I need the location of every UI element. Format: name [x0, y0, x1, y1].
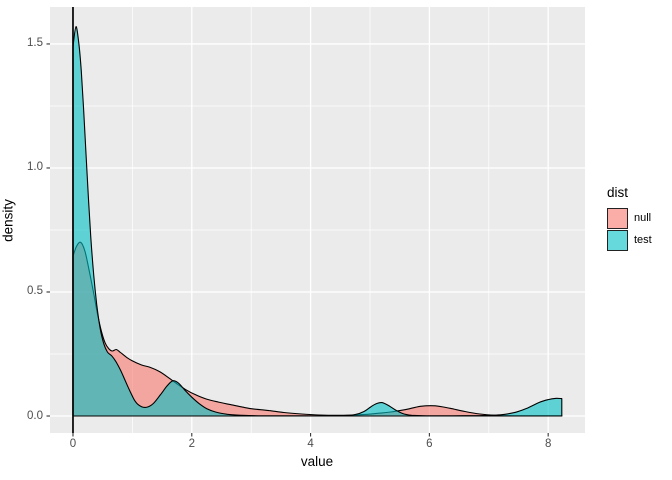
y-tick-label: 0.0 — [27, 409, 43, 422]
x-tick-label: 4 — [307, 438, 314, 450]
panel-background — [50, 7, 585, 433]
y-tick-label: 1.5 — [27, 37, 43, 50]
legend-key-null — [607, 208, 628, 229]
density-area-test — [72, 26, 563, 417]
y-axis-title: density — [0, 199, 16, 242]
x-tick-label: 2 — [188, 438, 195, 450]
legend-key-test — [607, 230, 628, 251]
y-tick-label: 0.5 — [27, 285, 43, 298]
legend-entry-label: null — [634, 212, 652, 224]
y-tick-label: 1.0 — [27, 161, 43, 174]
legend-title: dist — [607, 185, 629, 200]
x-axis-title: value — [300, 454, 334, 469]
legend-entry-label: test — [634, 234, 652, 246]
x-tick-label: 8 — [544, 438, 552, 450]
x-tick-label: 6 — [426, 438, 433, 450]
x-tick-label: 0 — [69, 438, 77, 450]
